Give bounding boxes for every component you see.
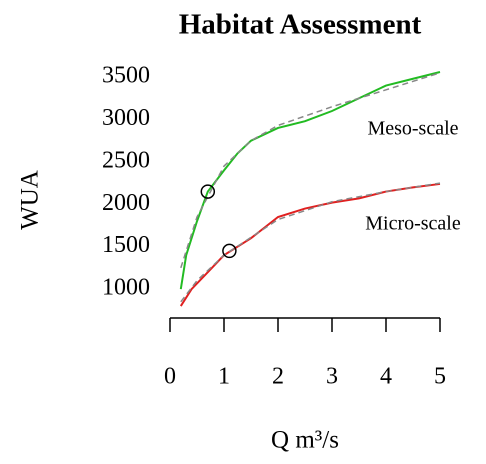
- marker: [222, 243, 237, 259]
- x-tick-label: 1: [218, 364, 230, 390]
- chart-title: Habitat Assessment: [179, 9, 422, 41]
- x-axis-label: Q m³/s: [271, 427, 339, 454]
- y-tick-label: 2000: [102, 190, 150, 216]
- series-label: Micro-scale: [365, 213, 461, 235]
- marker: [200, 184, 216, 199]
- y-tick-label: 3500: [102, 63, 150, 89]
- series-label: Meso-scale: [367, 118, 458, 140]
- y-tick-label: 1000: [102, 275, 150, 301]
- y-tick-label: 3000: [102, 105, 150, 131]
- x-tick-label: 5: [434, 364, 446, 390]
- x-tick-label: 4: [380, 364, 392, 390]
- y-tick-label: 1500: [102, 232, 150, 258]
- x-tick-label: 0: [164, 364, 176, 390]
- y-tick-label: 2500: [102, 147, 150, 173]
- series-line: [179, 182, 441, 307]
- y-axis-label: WUA: [17, 170, 44, 230]
- fit-line: [180, 182, 441, 303]
- series-line: [179, 71, 441, 290]
- x-tick-label: 2: [272, 364, 284, 390]
- fit-line: [180, 72, 441, 269]
- x-tick-label: 3: [326, 364, 338, 390]
